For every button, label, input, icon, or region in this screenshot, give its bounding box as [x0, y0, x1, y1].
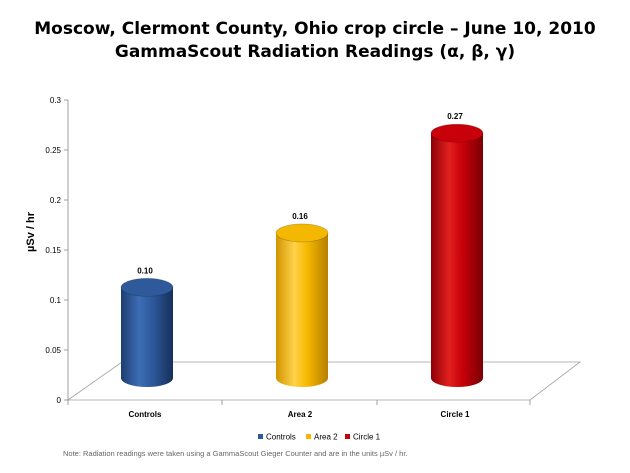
legend-swatch [258, 434, 263, 439]
chart-title: Moscow, Clermont County, Ohio crop circl… [0, 18, 630, 64]
bar-body [276, 232, 328, 387]
bar-top [430, 123, 484, 143]
bar-circle-1 [430, 123, 484, 387]
y-tick-label: 0.2 [50, 196, 62, 205]
legend-label: Area 2 [314, 433, 338, 442]
y-tick-label: 0.25 [45, 146, 61, 155]
legend: Controls Area 2 Circle 1 [258, 433, 381, 442]
y-tick-label: 0.15 [45, 246, 61, 255]
bar-controls [120, 278, 174, 387]
y-tick-label: 0 [57, 396, 62, 405]
legend-label: Controls [266, 433, 296, 442]
data-label: 0.10 [137, 266, 153, 275]
label-layer: 0.10 Controls 0.16 Area 2 0.27 Circle 1 [129, 112, 470, 419]
category-label: Controls [129, 410, 162, 419]
data-label: 0.16 [292, 212, 308, 221]
legend-swatch [345, 434, 350, 439]
category-label: Area 2 [288, 410, 313, 419]
legend-label: Circle 1 [353, 433, 381, 442]
chart-title-line-1: Moscow, Clermont County, Ohio crop circl… [34, 19, 596, 39]
bar-body [121, 287, 173, 387]
bar-area-2 [275, 223, 329, 387]
chart-title-line-2: GammaScout Radiation Readings (α, β, γ) [114, 42, 516, 62]
y-tick-label: 0.1 [50, 296, 62, 305]
y-tick-label: 0.3 [50, 96, 62, 105]
category-label: Circle 1 [441, 410, 470, 419]
bar-top [275, 223, 329, 243]
y-axis-title: µSv / hr [25, 211, 37, 252]
legend-swatch [306, 434, 311, 439]
bar-layer [120, 123, 484, 387]
bar-top [120, 278, 174, 297]
footnote: Note: Radiation readings were taken usin… [63, 449, 408, 458]
bar-body [431, 133, 483, 387]
y-tick-label: 0.05 [45, 346, 61, 355]
data-label: 0.27 [447, 112, 463, 121]
